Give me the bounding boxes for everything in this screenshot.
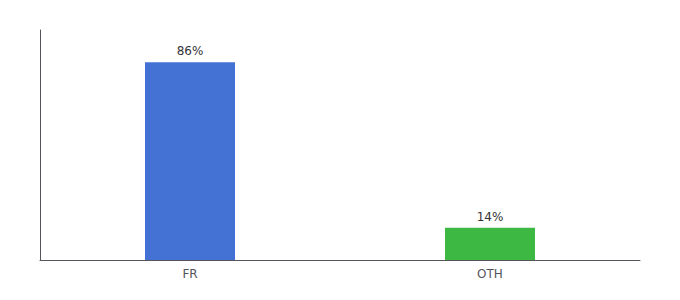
- svg-text:14%: 14%: [477, 210, 504, 224]
- svg-text:86%: 86%: [177, 44, 204, 58]
- svg-text:OTH: OTH: [477, 267, 503, 281]
- svg-text:FR: FR: [182, 267, 197, 281]
